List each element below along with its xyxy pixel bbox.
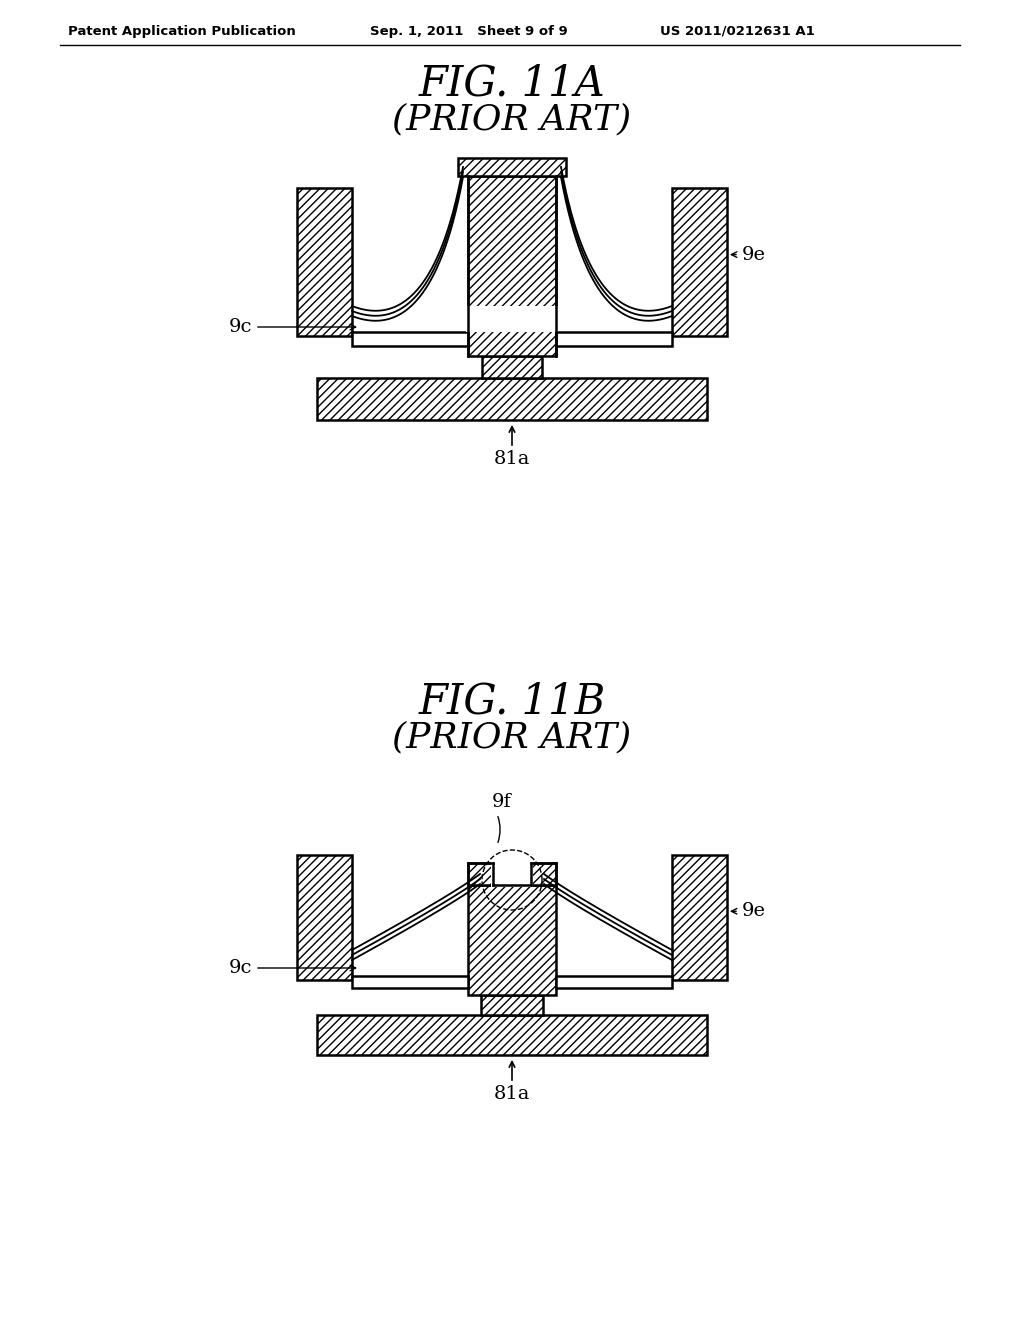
Text: 9e: 9e — [742, 903, 766, 920]
Text: Sep. 1, 2011   Sheet 9 of 9: Sep. 1, 2011 Sheet 9 of 9 — [370, 25, 567, 38]
Text: 9c: 9c — [228, 318, 252, 337]
Text: 9f: 9f — [492, 793, 512, 810]
Bar — [458, 158, 566, 176]
Bar — [468, 884, 556, 995]
Bar — [466, 306, 558, 333]
Bar — [352, 975, 468, 987]
Text: 9e: 9e — [742, 246, 766, 264]
Bar — [297, 855, 352, 979]
Bar — [556, 333, 672, 346]
Bar — [556, 975, 672, 987]
Bar — [672, 855, 727, 979]
Bar — [531, 863, 556, 884]
Text: Patent Application Publication: Patent Application Publication — [68, 25, 296, 38]
Bar — [482, 356, 542, 378]
Bar — [297, 187, 352, 337]
Text: US 2011/0212631 A1: US 2011/0212631 A1 — [660, 25, 815, 38]
Bar — [468, 176, 556, 356]
Text: (PRIOR ART): (PRIOR ART) — [392, 102, 632, 136]
Text: FIG. 11B: FIG. 11B — [419, 680, 605, 722]
Bar — [468, 863, 493, 884]
Bar — [490, 857, 534, 887]
Text: 9c: 9c — [228, 960, 252, 977]
Text: FIG. 11A: FIG. 11A — [419, 62, 605, 104]
Bar — [672, 187, 727, 337]
Text: (PRIOR ART): (PRIOR ART) — [392, 719, 632, 754]
Bar — [481, 995, 543, 1015]
Bar — [317, 1015, 707, 1055]
Bar — [317, 378, 707, 420]
Bar — [352, 333, 468, 346]
Text: 81a: 81a — [494, 450, 530, 469]
Text: 81a: 81a — [494, 1085, 530, 1104]
